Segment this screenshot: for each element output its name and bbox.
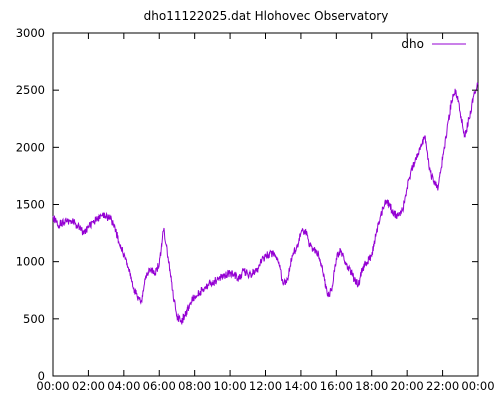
legend: dho: [401, 37, 466, 51]
chart-title: dho11122025.dat Hlohovec Observatory: [144, 9, 389, 23]
x-tick-label: 04:00: [107, 379, 140, 393]
x-axis: 00:00 02:00 04:00 06:00 08:00 10:00 12:00 14:00…: [36, 33, 495, 393]
x-tick-label: 22:00: [426, 379, 459, 393]
x-tick-label: 06:00: [143, 379, 176, 393]
plot-frame: [52, 32, 479, 377]
legend-label-dho: dho: [401, 37, 424, 51]
x-tick-label: 16:00: [320, 379, 353, 393]
plot-area: [52, 32, 479, 377]
y-tick-label: 2500: [16, 83, 45, 97]
y-tick-label: 500: [23, 312, 45, 326]
x-tick-label: 10:00: [214, 379, 247, 393]
series-line-dho: [52, 82, 479, 325]
x-tick-label: 20:00: [391, 379, 424, 393]
x-tick-label: 18:00: [355, 379, 388, 393]
y-tick-label: 3000: [16, 26, 45, 40]
x-tick-label: 00:00: [461, 379, 494, 393]
y-axis: 0 500 1000 1500 2000 2500 3000: [16, 26, 478, 383]
x-tick-label: 08:00: [178, 379, 211, 393]
x-tick-label: 02:00: [72, 379, 105, 393]
x-tick-label: 14:00: [284, 379, 317, 393]
x-tick-label: 12:00: [249, 379, 282, 393]
x-tick-label: 00:00: [36, 379, 69, 393]
y-tick-label: 1500: [16, 198, 45, 212]
y-tick-label: 0: [38, 369, 45, 383]
y-tick-label: 2000: [16, 140, 45, 154]
y-tick-label: 1000: [16, 255, 45, 269]
